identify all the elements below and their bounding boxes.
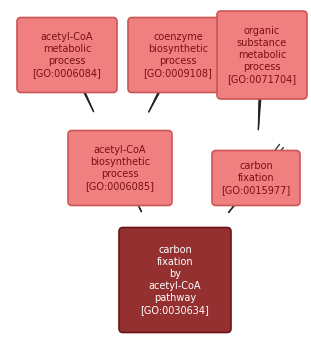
Text: organic
substance
metabolic
process
[GO:0071704]: organic substance metabolic process [GO:… xyxy=(227,26,297,84)
FancyBboxPatch shape xyxy=(128,17,228,93)
FancyBboxPatch shape xyxy=(217,11,307,99)
FancyBboxPatch shape xyxy=(212,151,300,205)
FancyBboxPatch shape xyxy=(17,17,117,93)
Text: acetyl-CoA
biosynthetic
process
[GO:0006085]: acetyl-CoA biosynthetic process [GO:0006… xyxy=(86,145,155,191)
FancyBboxPatch shape xyxy=(68,130,172,205)
Text: carbon
fixation
[GO:0015977]: carbon fixation [GO:0015977] xyxy=(221,161,290,195)
FancyBboxPatch shape xyxy=(119,227,231,332)
Text: acetyl-CoA
metabolic
process
[GO:0006084]: acetyl-CoA metabolic process [GO:0006084… xyxy=(33,32,101,78)
Text: carbon
fixation
by
acetyl-CoA
pathway
[GO:0030634]: carbon fixation by acetyl-CoA pathway [G… xyxy=(141,245,209,315)
Text: coenzyme
biosynthetic
process
[GO:0009108]: coenzyme biosynthetic process [GO:000910… xyxy=(144,32,212,78)
